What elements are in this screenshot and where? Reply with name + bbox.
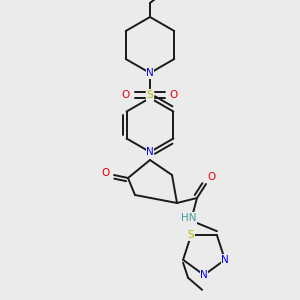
Text: HN: HN bbox=[181, 213, 197, 223]
Text: S: S bbox=[147, 90, 153, 100]
Text: O: O bbox=[208, 172, 216, 182]
Text: N: N bbox=[146, 147, 154, 157]
Text: O: O bbox=[102, 168, 110, 178]
Text: N: N bbox=[221, 255, 229, 265]
Text: O: O bbox=[122, 90, 130, 100]
Text: N: N bbox=[146, 68, 154, 78]
Text: N: N bbox=[200, 270, 208, 280]
Text: O: O bbox=[170, 90, 178, 100]
Text: S: S bbox=[188, 230, 194, 240]
